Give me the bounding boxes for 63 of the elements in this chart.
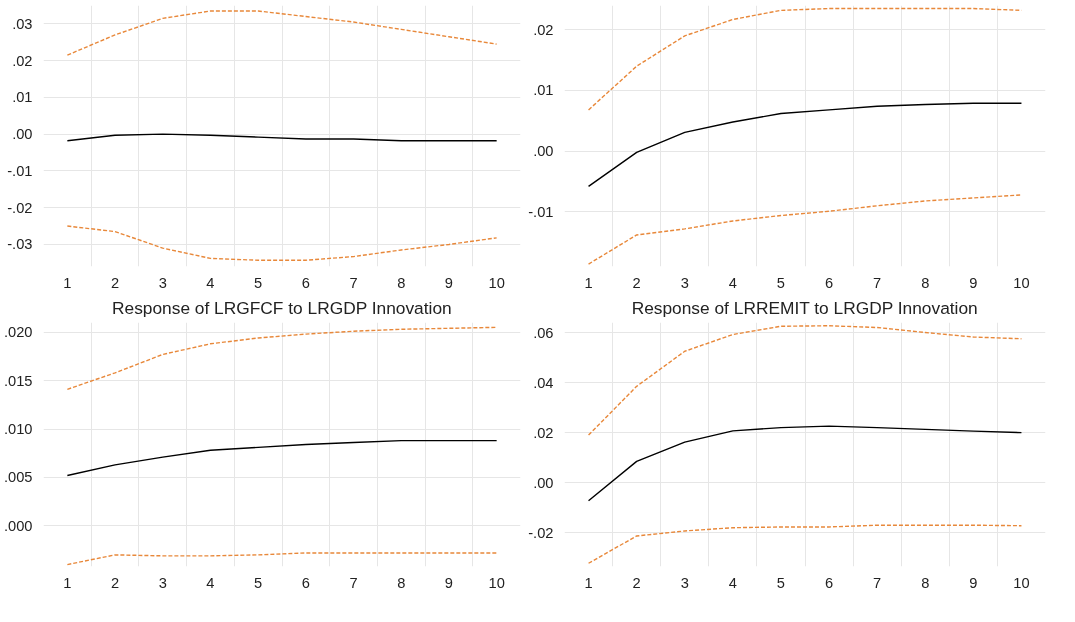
x-tick-label: 4 [728, 274, 737, 291]
x-tick-label: 6 [824, 274, 834, 291]
chart-title: Response of LRREMIT to LRGDP Innovation [631, 297, 978, 318]
y-tick-label: -.01 [528, 203, 554, 220]
x-tick-label: 10 [1013, 574, 1030, 591]
y-tick-label: .010 [3, 421, 33, 438]
y-tick-label: .06 [533, 324, 554, 341]
y-tick-label: .020 [3, 324, 33, 341]
x-tick-label: 2 [632, 274, 641, 291]
x-tick-label: 2 [110, 574, 120, 591]
x-tick-label: 1 [63, 274, 72, 291]
x-tick-label: 3 [158, 274, 167, 291]
x-tick-label: 3 [680, 574, 689, 591]
y-tick-label: -.01 [7, 162, 33, 179]
x-tick-label: 3 [680, 274, 689, 291]
x-tick-label: 4 [728, 574, 737, 591]
y-tick-label: .005 [3, 469, 33, 486]
y-tick-label: -.02 [528, 524, 554, 541]
x-tick-label: 10 [1013, 274, 1030, 291]
y-tick-label: .000 [3, 517, 33, 534]
x-tick-label: 10 [488, 274, 505, 291]
x-tick-label: 6 [301, 574, 310, 591]
x-tick-label: 6 [301, 274, 310, 291]
x-tick-label: 8 [397, 274, 406, 291]
x-tick-label: 3 [158, 574, 167, 591]
y-tick-label: .03 [12, 15, 33, 32]
x-tick-label: 7 [349, 274, 358, 291]
y-tick-label: .01 [12, 89, 33, 106]
y-tick-label: -.03 [7, 236, 33, 253]
x-tick-label: 9 [444, 274, 454, 291]
x-tick-label: 9 [444, 574, 454, 591]
x-tick-label: 9 [969, 574, 978, 591]
y-tick-label: .015 [3, 372, 33, 389]
y-tick-label: .00 [12, 126, 33, 143]
x-tick-label: 6 [824, 574, 834, 591]
x-tick-label: 1 [584, 574, 593, 591]
x-tick-label: 1 [584, 274, 593, 291]
x-tick-label: 7 [873, 574, 882, 591]
x-tick-label: 8 [397, 574, 406, 591]
x-tick-label: 4 [206, 274, 215, 291]
x-tick-label: 8 [921, 274, 930, 291]
x-tick-label: 8 [921, 574, 930, 591]
y-tick-label: .00 [533, 474, 554, 491]
x-tick-label: 5 [254, 574, 263, 591]
x-tick-label: 9 [969, 274, 978, 291]
x-tick-label: 1 [63, 574, 72, 591]
y-tick-label: .02 [533, 424, 554, 441]
y-tick-label: -.02 [7, 199, 33, 216]
x-tick-label: 5 [776, 274, 786, 291]
y-tick-label: .00 [533, 143, 554, 160]
chart-title: Response of LRGFCF to LRGDP Innovation [112, 297, 452, 318]
x-tick-label: 7 [349, 574, 358, 591]
x-tick-label: 2 [110, 274, 120, 291]
x-tick-label: 5 [776, 574, 786, 591]
y-tick-label: .02 [12, 52, 33, 69]
y-tick-label: .04 [533, 374, 554, 391]
x-tick-label: 4 [206, 574, 215, 591]
x-tick-label: 5 [254, 274, 263, 291]
y-tick-label: .01 [533, 82, 554, 99]
x-tick-label: 2 [632, 574, 641, 591]
x-tick-label: 10 [488, 574, 505, 591]
x-tick-label: 7 [873, 274, 882, 291]
y-tick-label: .02 [533, 21, 554, 38]
